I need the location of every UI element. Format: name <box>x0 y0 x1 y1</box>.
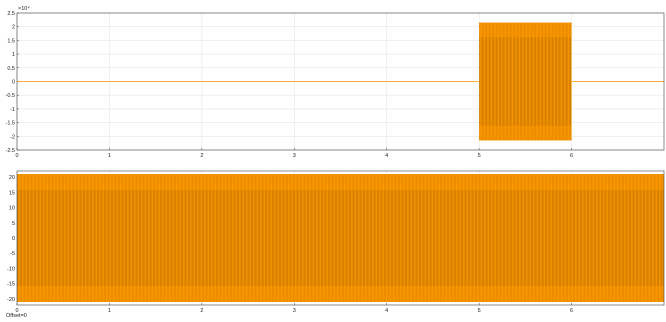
signal-series <box>17 22 664 141</box>
y-tick-label: 10 <box>9 206 15 212</box>
y-tick-label: 20 <box>9 175 15 181</box>
signal-peak-band <box>479 22 572 38</box>
y-tick-label: 1.5 <box>7 38 15 44</box>
y-exponent-label: ×10⁴ <box>18 5 30 12</box>
signal-series <box>17 174 664 302</box>
top-plot-panel: 0 1 2 3 4 5 6 2.5 2 1.5 1 0.5 0 -0.5 -1 -1.5 -2 -2.5 ×10⁴ <box>6 5 665 159</box>
y-tick-label: -2.5 <box>6 148 15 154</box>
x-tick-label: 4 <box>385 153 388 159</box>
x-tick-label: 3 <box>293 308 296 314</box>
x-tick-label: 1 <box>108 308 111 314</box>
x-tick-label: 3 <box>293 153 296 159</box>
bottom-plot-panel: 0 1 2 3 4 5 6 20 15 10 5 0 -5 -10 -15 -20 <box>7 170 665 314</box>
plot-frame <box>16 170 665 306</box>
plot-frame <box>16 12 665 151</box>
y-tick-label: 1 <box>12 52 15 58</box>
signal-trough-band <box>17 285 664 302</box>
x-tick-label: 2 <box>200 153 203 159</box>
y-tick-label: -15 <box>7 282 15 288</box>
y-tick-label: 15 <box>9 190 15 196</box>
x-tick-label: 0 <box>15 153 18 159</box>
y-tick-label: -2 <box>10 134 15 140</box>
x-tick-label: 1 <box>108 153 111 159</box>
y-tick-label: -10 <box>7 266 15 272</box>
y-tick-label: -1 <box>10 107 15 113</box>
signal-trough-band <box>479 125 572 141</box>
signal-peak-band <box>17 174 664 191</box>
signal-trace <box>479 22 571 141</box>
x-tick-label: 5 <box>478 153 481 159</box>
signal-oscillation-band <box>17 174 664 302</box>
signal-oscillation-band <box>479 22 572 141</box>
signal-trace <box>17 174 664 302</box>
y-tick-label: 0.5 <box>7 66 15 72</box>
x-tick-label: 6 <box>570 153 573 159</box>
signal-envelope <box>479 22 572 141</box>
y-tick-label: -0.5 <box>6 93 15 99</box>
signal-envelope <box>17 174 664 302</box>
x-tick-label: 5 <box>478 308 481 314</box>
x-tick-label: 4 <box>385 308 388 314</box>
y-tick-label: 5 <box>12 221 15 227</box>
y-tick-label: -20 <box>7 297 15 303</box>
x-tick-label: 6 <box>570 308 573 314</box>
y-tick-label: 0 <box>12 236 15 242</box>
y-tick-label: -5 <box>10 251 15 257</box>
y-tick-label: 0 <box>12 80 15 86</box>
y-tick-label: -1.5 <box>6 121 15 127</box>
x-tick-label: 0 <box>15 308 18 314</box>
x-tick-label: 2 <box>200 308 203 314</box>
offset-label: Offset=0 <box>6 313 27 319</box>
y-tick-label: 2.5 <box>7 11 15 17</box>
y-tick-label: 2 <box>12 25 15 31</box>
